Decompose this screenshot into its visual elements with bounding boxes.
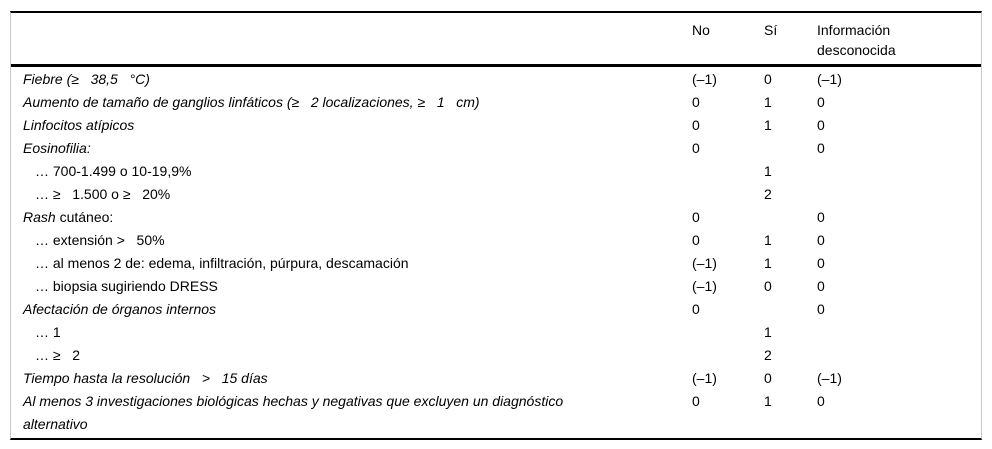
value-no: (–1) xyxy=(692,255,717,271)
row-label-rest: cutáneo: xyxy=(55,209,114,225)
column-header-unknown: Información desconocida xyxy=(817,22,896,58)
column-header-no: No xyxy=(692,22,710,38)
row-label-foreign-term: Rash xyxy=(23,209,56,225)
row-label: … ≥ 1.500 o ≥ 20% xyxy=(35,186,171,202)
regiscar-score-table: No Sí Información desconocida Fiebre (≥ … xyxy=(10,11,982,440)
value-unknown: 0 xyxy=(817,140,825,156)
row-label: Rash cutáneo: xyxy=(11,206,692,229)
table-row-organos: Afectación de órganos internos 0 0 xyxy=(11,298,981,321)
value-no: 0 xyxy=(692,232,700,248)
table-subrow-rash-biopsia: … biopsia sugiriendo DRESS (–1) 0 0 xyxy=(11,275,981,298)
row-label: … 700-1.499 o 10-19,9% xyxy=(35,163,192,179)
table-subrow-eosinofilia-1500: … ≥ 1.500 o ≥ 20% 2 xyxy=(11,183,981,206)
value-si: 1 xyxy=(764,255,772,271)
value-no: (–1) xyxy=(692,71,717,87)
row-label: Afectación de órganos internos xyxy=(23,301,217,317)
value-no: 0 xyxy=(692,140,700,156)
table-row-fiebre: Fiebre (≥ 38,5 °C) (–1) 0 (–1) xyxy=(11,68,981,91)
row-label: Linfocitos atípicos xyxy=(23,117,135,133)
value-si: 1 xyxy=(764,163,772,179)
row-label: Aumento de tamaño de ganglios linfáticos… xyxy=(23,94,480,110)
value-no: 0 xyxy=(692,301,700,317)
value-unknown: 0 xyxy=(817,232,825,248)
row-label: Tiempo hasta la resolución > 15 días xyxy=(23,370,268,386)
value-si: 2 xyxy=(764,186,772,202)
value-unknown: 0 xyxy=(817,209,825,225)
value-si: 0 xyxy=(764,71,772,87)
table-subrow-organos-2: … ≥ 2 2 xyxy=(11,344,981,367)
value-unknown: (–1) xyxy=(817,370,842,386)
row-label: … al menos 2 de: edema, infiltración, pú… xyxy=(35,255,409,271)
table-row-linfocitos: Linfocitos atípicos 0 1 0 xyxy=(11,114,981,137)
row-label: … extensión > 50% xyxy=(35,232,165,248)
row-label: … biopsia sugiriendo DRESS xyxy=(35,278,218,294)
table-subrow-rash-extension: … extensión > 50% 0 1 0 xyxy=(11,229,981,252)
row-label: … ≥ 2 xyxy=(35,347,81,363)
value-unknown: 0 xyxy=(817,393,825,409)
value-si: 2 xyxy=(764,347,772,363)
value-no: 0 xyxy=(692,94,700,110)
value-si: 1 xyxy=(764,393,772,409)
table-body: Fiebre (≥ 38,5 °C) (–1) 0 (–1) Aumento d… xyxy=(11,67,981,438)
table-subrow-eosinofilia-700: … 700-1.499 o 10-19,9% 1 xyxy=(11,160,981,183)
value-si: 1 xyxy=(764,232,772,248)
value-unknown: 0 xyxy=(817,278,825,294)
value-unknown: 0 xyxy=(817,255,825,271)
value-no: (–1) xyxy=(692,278,717,294)
value-unknown: 0 xyxy=(817,117,825,133)
table-row-investigaciones: Al menos 3 investigaciones biológicas he… xyxy=(11,390,981,436)
value-unknown: 0 xyxy=(817,301,825,317)
value-no: 0 xyxy=(692,209,700,225)
value-no: 0 xyxy=(692,117,700,133)
table-row-ganglios: Aumento de tamaño de ganglios linfáticos… xyxy=(11,91,981,114)
row-label: Al menos 3 investigaciones biológicas he… xyxy=(23,393,564,432)
table-subrow-rash-2de: … al menos 2 de: edema, infiltración, pú… xyxy=(11,252,981,275)
row-label: … 1 xyxy=(35,324,61,340)
value-si: 1 xyxy=(764,117,772,133)
value-si: 0 xyxy=(764,278,772,294)
column-header-si: Sí xyxy=(764,22,778,38)
row-label: Eosinofilia: xyxy=(23,140,91,156)
table-subrow-organos-1: … 1 1 xyxy=(11,321,981,344)
table-row-eosinofilia: Eosinofilia: 0 0 xyxy=(11,137,981,160)
value-unknown: (–1) xyxy=(817,71,842,87)
value-no: 0 xyxy=(692,393,700,409)
table-header-row: No Sí Información desconocida xyxy=(11,13,981,67)
value-unknown: 0 xyxy=(817,94,825,110)
value-si: 1 xyxy=(764,324,772,340)
row-label: Fiebre (≥ 38,5 °C) xyxy=(23,71,150,87)
value-si: 0 xyxy=(764,370,772,386)
value-si: 1 xyxy=(764,94,772,110)
value-no: (–1) xyxy=(692,370,717,386)
table-row-rash: Rash cutáneo: 0 0 xyxy=(11,206,981,229)
table-row-resolucion: Tiempo hasta la resolución > 15 días (–1… xyxy=(11,367,981,390)
